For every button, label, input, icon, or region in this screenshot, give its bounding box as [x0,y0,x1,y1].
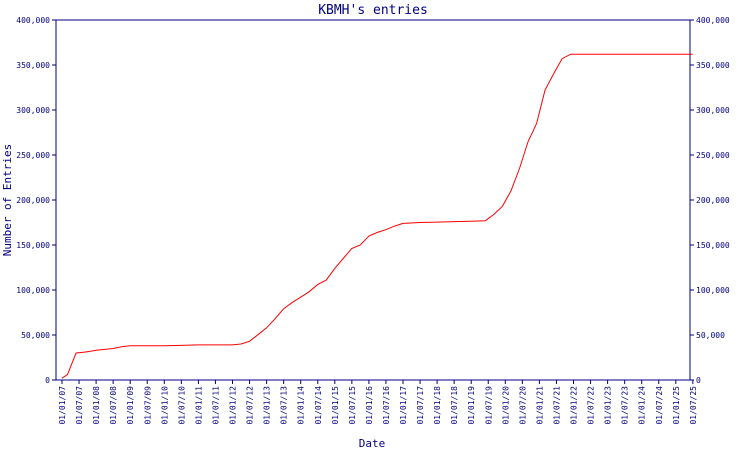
x-tick-label: 01/01/16 [365,386,374,425]
x-tick-label: 01/01/20 [501,386,510,425]
y-tick-label-right: 100,000 [696,286,730,295]
plot-frame [55,19,691,381]
x-tick-label: 01/07/07 [75,386,84,425]
x-tick-label: 01/07/09 [143,386,152,425]
y-tick-label-left: 200,000 [16,196,50,205]
y-tick-label-left: 50,000 [21,331,50,340]
y-tick-label-right: 50,000 [696,331,725,340]
y-tick-label-left: 250,000 [16,151,50,160]
y-tick-label-right: 350,000 [696,61,730,70]
x-tick-label: 01/01/12 [229,386,238,425]
x-tick-label: 01/07/21 [552,386,561,425]
x-tick-label: 01/07/19 [484,386,493,425]
x-tick-label: 01/01/25 [672,386,681,425]
x-tick-label: 01/01/24 [638,386,647,425]
x-tick-label: 01/01/07 [58,386,67,425]
x-axis-label: Date [359,437,386,450]
x-tick-label: 01/01/09 [126,386,135,425]
y-tick-label-right: 400,000 [696,16,730,25]
y-tick-label-left: 350,000 [16,61,50,70]
y-tick-label-right: 150,000 [696,241,730,250]
y-tick-label-right: 250,000 [696,151,730,160]
x-tick-label: 01/07/13 [280,386,289,425]
x-tick-label: 01/07/10 [177,386,186,425]
x-tick-label: 01/01/10 [160,386,169,425]
y-axis-label: Number of Entries [1,144,14,257]
y-tick-label-right: 200,000 [696,196,730,205]
y-tick-label-left: 0 [45,376,50,385]
series-line [61,53,693,379]
x-tick-label: 01/07/18 [450,386,459,425]
x-tick-label: 01/01/19 [467,386,476,425]
x-tick-label: 01/01/22 [570,386,579,425]
x-tick-label: 01/01/15 [331,386,340,425]
x-tick-label: 01/07/20 [518,386,527,425]
chart-title: KBMH's entries [318,3,428,18]
y-tick-label-left: 300,000 [16,106,50,115]
x-tick-label: 01/07/11 [211,386,220,425]
x-tick-label: 01/01/11 [194,386,203,425]
x-tick-label: 01/01/21 [535,386,544,425]
plot-area: 0 0 50,000 50,000 100,000 100,000 150,000 150,0… [16,16,730,425]
x-tick-label: 01/01/17 [399,386,408,425]
x-tick-label: 01/07/17 [416,386,425,425]
y-tick-label-left: 400,000 [16,16,50,25]
y-tick-label-left: 150,000 [16,241,50,250]
x-tick-label: 01/07/23 [621,386,630,425]
x-tick-label: 01/07/08 [109,386,118,425]
x-tick-label: 01/07/25 [689,386,698,425]
x-tick-label: 01/07/14 [314,386,323,425]
x-tick-label: 01/07/24 [655,386,664,425]
y-tick-label-right: 300,000 [696,106,730,115]
x-tick-label: 01/07/12 [246,386,255,425]
x-tick-label: 01/01/18 [433,386,442,425]
y-tick-label-left: 100,000 [16,286,50,295]
x-tick-label: 01/01/23 [604,386,613,425]
x-tick-label: 01/07/16 [382,386,391,425]
x-tick-label: 01/07/22 [587,386,596,425]
x-tick-label: 01/07/15 [348,386,357,425]
x-tick-label: 01/01/13 [263,386,272,425]
x-tick-label: 01/01/14 [297,386,306,425]
y-tick-label-right: 0 [696,376,701,385]
x-tick-label: 01/01/08 [92,386,101,425]
